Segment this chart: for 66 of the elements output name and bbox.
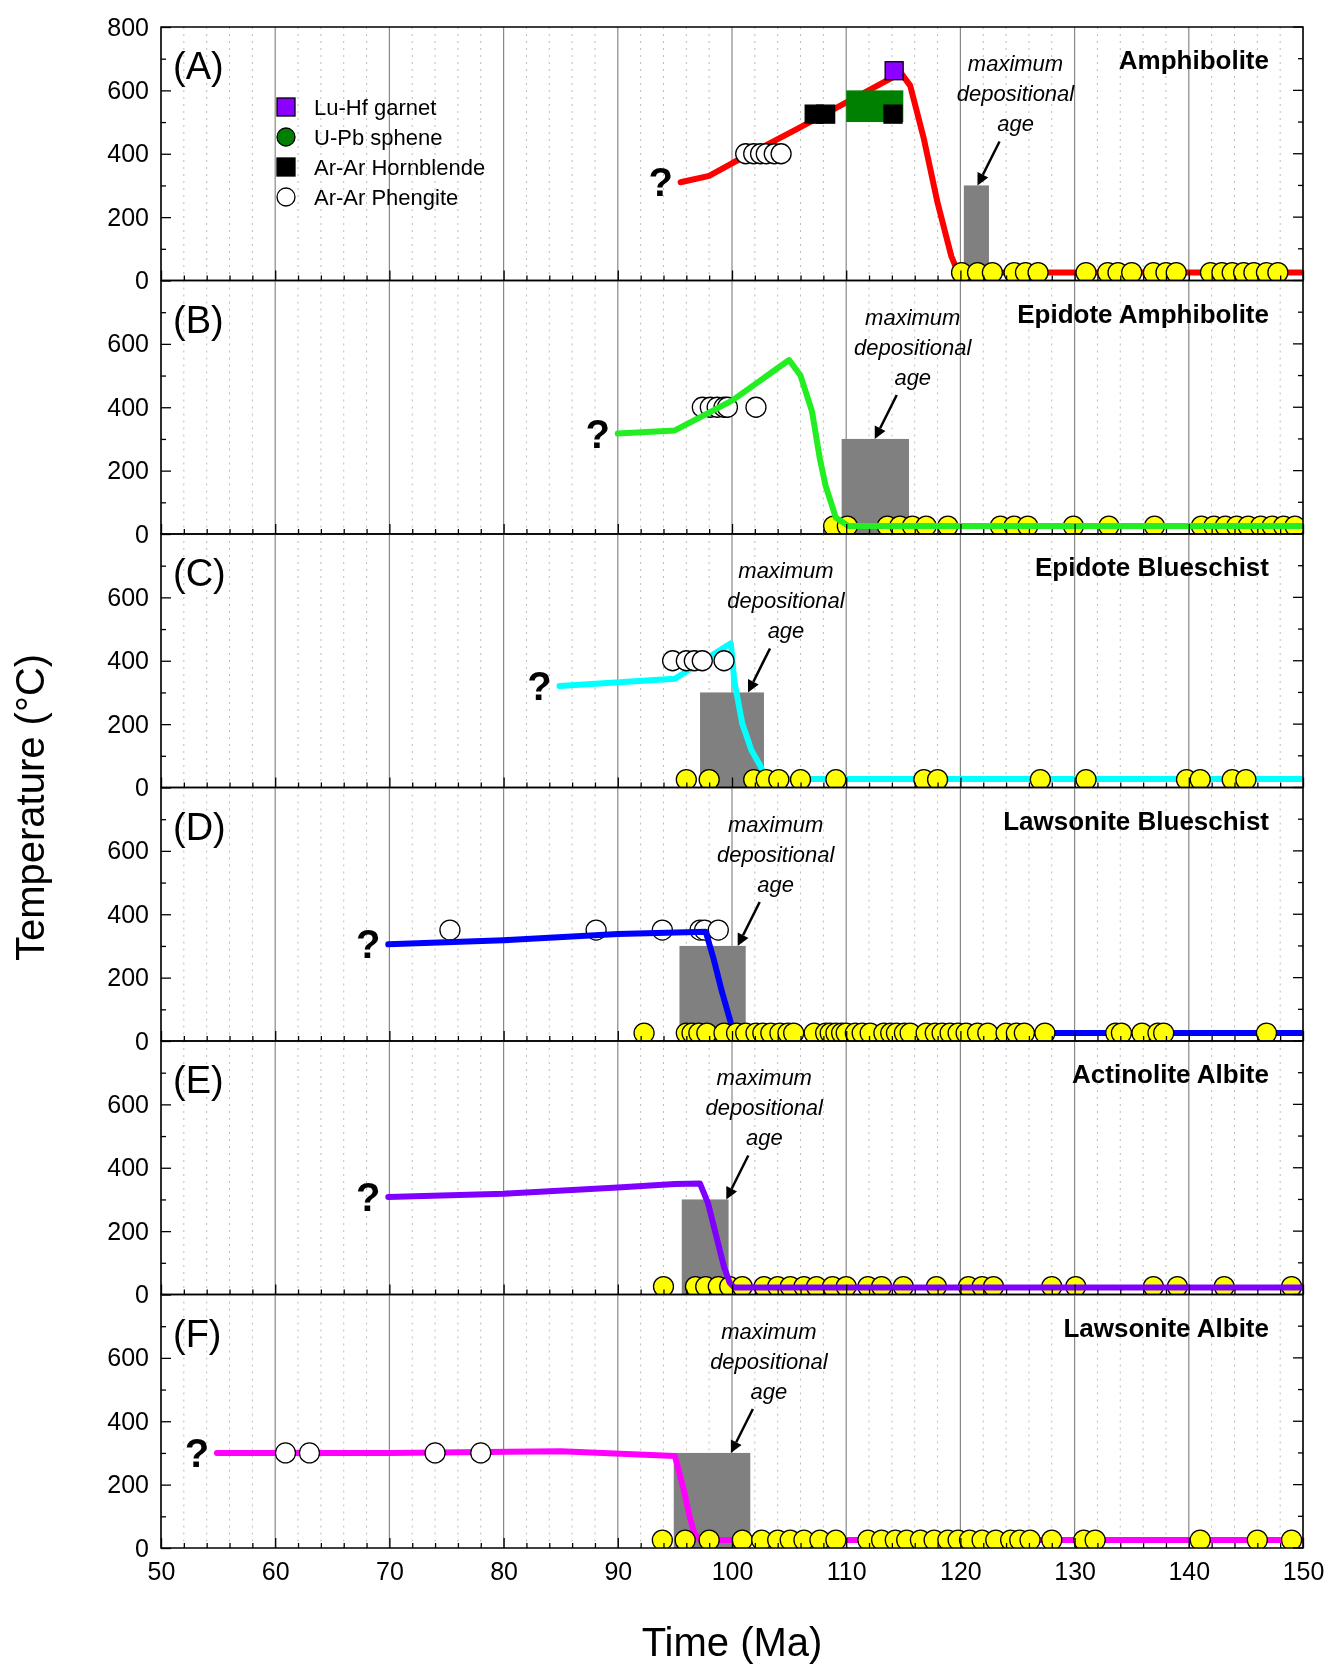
text: (A) — [173, 45, 224, 87]
text: (C) — [173, 552, 226, 594]
annotation: ? — [527, 664, 552, 709]
x-tick-label: 140 — [1168, 1556, 1211, 1585]
y-tick-label: 0 — [135, 519, 149, 548]
y-tick-label: 200 — [107, 1216, 149, 1245]
y-tick-label: 600 — [107, 1343, 149, 1372]
annotation: ? — [585, 411, 611, 456]
annotation: maximum depositional age — [956, 51, 1076, 137]
text: (B) — [173, 298, 224, 341]
x-tick-label: 50 — [147, 1556, 176, 1585]
y-tick-label: 600 — [107, 329, 149, 358]
text: (F) — [173, 1312, 222, 1355]
y-tick-label: 800 — [107, 12, 149, 41]
x-tick-label: 70 — [375, 1556, 404, 1585]
legend-label: Lu-Hf garnet — [314, 95, 437, 120]
x-tick-label: 120 — [940, 1556, 982, 1585]
y-tick-label: 0 — [135, 1533, 149, 1562]
text: Amphibolite — [1118, 45, 1269, 75]
y-tick-label: 0 — [135, 266, 149, 294]
x-tick-label: 100 — [711, 1556, 754, 1585]
y-tick-label: 200 — [107, 963, 149, 992]
annotation: maximum depositional age — [716, 811, 836, 897]
text: (D) — [173, 805, 226, 848]
x-tick-label: 130 — [1054, 1556, 1096, 1585]
y-tick-label: 400 — [107, 139, 149, 168]
annotation: ? — [184, 1430, 210, 1475]
legend-label: U-Pb sphene — [314, 125, 443, 150]
annotation: ? — [356, 1174, 381, 1219]
text: (E) — [173, 1059, 224, 1101]
y-tick-label: 0 — [135, 773, 149, 801]
annotation: maximum depositional age — [727, 558, 846, 644]
y-tick-label: 400 — [107, 899, 149, 928]
x-axis-title: Time (Ma) — [641, 1620, 823, 1664]
y-tick-label: 200 — [107, 1470, 149, 1499]
y-tick-label: 200 — [107, 456, 149, 485]
y-tick-label: 200 — [107, 202, 149, 231]
annotation: maximum depositional age — [705, 1065, 825, 1151]
y-tick-label: 600 — [107, 582, 149, 611]
y-axis-title: Temperature (°C) — [8, 653, 52, 962]
annotation: maximum depositional age — [854, 304, 973, 390]
y-tick-label: 600 — [107, 836, 149, 865]
y-tick-label: 0 — [135, 1026, 149, 1055]
y-tick-label: 600 — [107, 1089, 149, 1118]
y-tick-label: 600 — [107, 75, 149, 104]
y-tick-label: 400 — [107, 1153, 149, 1182]
y-tick-label: 400 — [107, 1406, 149, 1435]
y-tick-label: 200 — [107, 709, 149, 738]
x-tick-label: 150 — [1282, 1556, 1325, 1585]
annotation: ? — [648, 160, 673, 205]
y-tick-label: 400 — [107, 646, 149, 675]
annotation: maximum depositional age — [710, 1318, 829, 1404]
text: Epidote Blueschist — [1034, 552, 1270, 582]
text: Lawsonite Albite — [1063, 1312, 1269, 1343]
annotation: ? — [356, 922, 381, 967]
legend-label: Ar-Ar Phengite — [314, 185, 459, 210]
legend-label: Ar-Ar Hornblende — [314, 155, 486, 180]
text: Epidote Amphibolite — [1017, 298, 1269, 329]
text: Actinolite Albite — [1072, 1059, 1269, 1089]
y-tick-label: 0 — [135, 1280, 149, 1308]
text: Lawsonite Blueschist — [1003, 805, 1270, 836]
x-tick-label: 90 — [604, 1556, 633, 1585]
x-tick-label: 80 — [490, 1556, 519, 1585]
x-tick-label: 110 — [826, 1556, 867, 1585]
y-tick-label: 400 — [107, 392, 149, 421]
x-tick-label: 60 — [261, 1556, 290, 1585]
